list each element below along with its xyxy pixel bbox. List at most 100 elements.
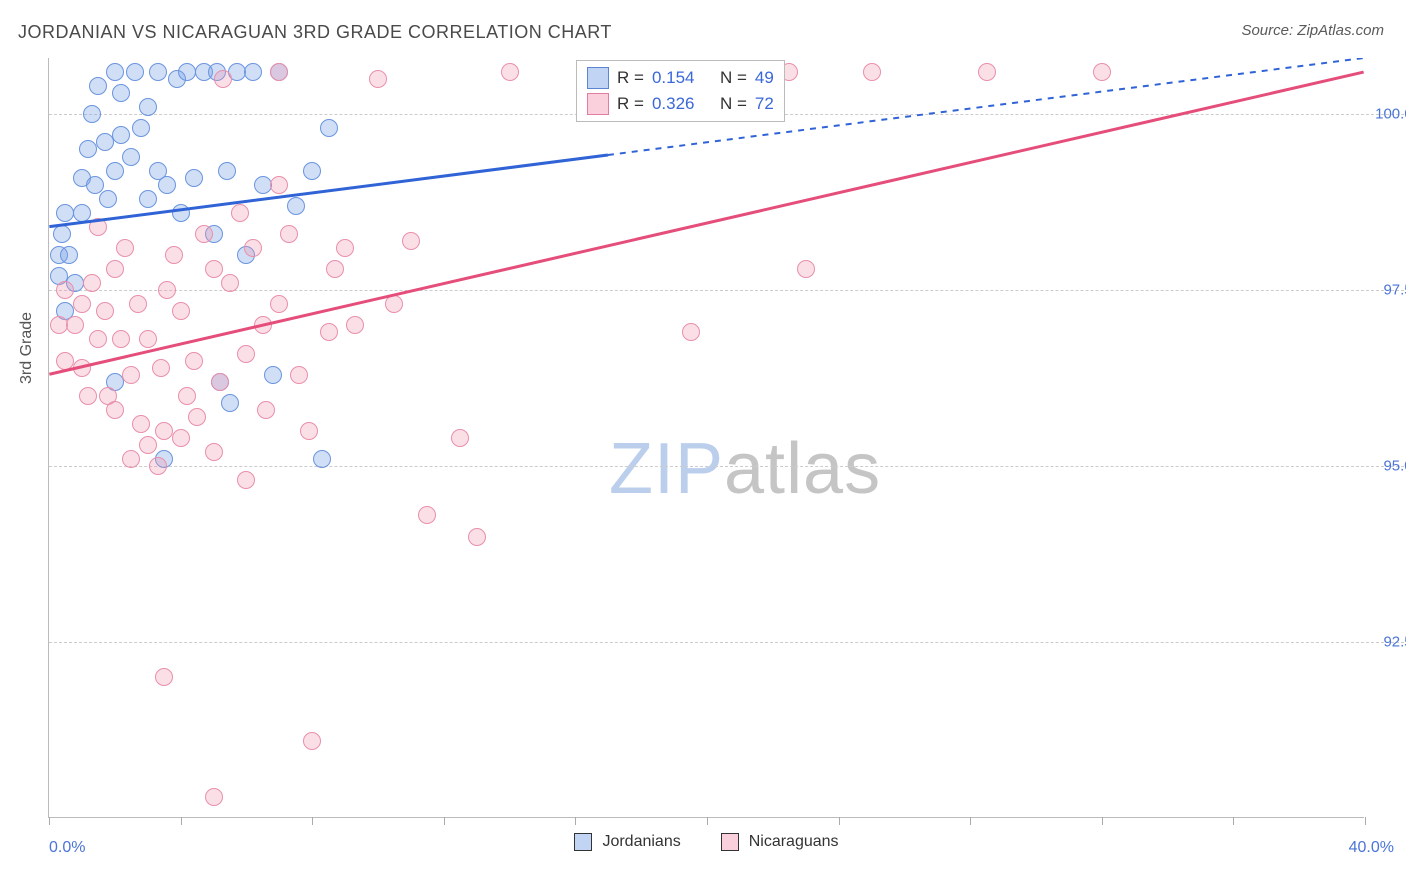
scatter-point: [149, 63, 167, 81]
legend-label: Jordanians: [602, 833, 680, 851]
scatter-point: [73, 359, 91, 377]
r-value: 0.154: [652, 68, 695, 88]
scatter-point: [116, 239, 134, 257]
scatter-point: [66, 316, 84, 334]
scatter-point: [863, 63, 881, 81]
scatter-point: [73, 204, 91, 222]
scatter-point: [96, 302, 114, 320]
x-tick: [312, 817, 313, 825]
scatter-point: [270, 176, 288, 194]
scatter-point: [218, 162, 236, 180]
y-tick-label: 95.0%: [1383, 458, 1406, 475]
scatter-point: [257, 401, 275, 419]
stats-legend-row: R =0.326 N =72: [587, 91, 774, 117]
scatter-point: [205, 788, 223, 806]
n-label: N =: [720, 94, 747, 114]
scatter-point: [152, 359, 170, 377]
scatter-point: [106, 260, 124, 278]
scatter-point: [56, 281, 74, 299]
scatter-point: [346, 316, 364, 334]
watermark: ZIPatlas: [609, 428, 881, 510]
legend-label: Nicaraguans: [749, 833, 839, 851]
scatter-point: [89, 330, 107, 348]
x-tick: [839, 817, 840, 825]
scatter-point: [139, 330, 157, 348]
scatter-point: [418, 506, 436, 524]
scatter-point: [501, 63, 519, 81]
scatter-point: [106, 63, 124, 81]
scatter-point: [468, 528, 486, 546]
r-label: R =: [617, 68, 644, 88]
watermark-part2: atlas: [724, 429, 881, 509]
scatter-point: [56, 204, 74, 222]
scatter-point: [231, 204, 249, 222]
y-tick-label: 97.5%: [1383, 282, 1406, 299]
r-value: 0.326: [652, 94, 695, 114]
scatter-point: [139, 190, 157, 208]
y-tick-label: 92.5%: [1383, 634, 1406, 651]
scatter-point: [79, 140, 97, 158]
scatter-point: [106, 162, 124, 180]
scatter-point: [129, 295, 147, 313]
scatter-point: [178, 63, 196, 81]
scatter-point: [99, 190, 117, 208]
x-tick: [49, 817, 50, 825]
scatter-point: [188, 408, 206, 426]
scatter-point: [244, 239, 262, 257]
scatter-point: [73, 295, 91, 313]
x-tick: [707, 817, 708, 825]
scatter-point: [270, 63, 288, 81]
gridline: [49, 290, 1404, 291]
scatter-point: [132, 415, 150, 433]
gridline: [49, 642, 1404, 643]
stats-legend-row: R = 0.154 N = 49: [587, 65, 774, 91]
scatter-point: [112, 126, 130, 144]
source-label: Source: ZipAtlas.com: [1241, 22, 1384, 39]
scatter-point: [172, 302, 190, 320]
scatter-point: [313, 450, 331, 468]
x-tick: [575, 817, 576, 825]
trend-lines: [49, 58, 1364, 817]
scatter-point: [155, 422, 173, 440]
scatter-point: [96, 133, 114, 151]
scatter-point: [172, 204, 190, 222]
scatter-point: [56, 352, 74, 370]
scatter-point: [385, 295, 403, 313]
legend-swatch: [574, 833, 592, 851]
scatter-point: [978, 63, 996, 81]
x-tick: [1365, 817, 1366, 825]
scatter-point: [139, 436, 157, 454]
watermark-part1: ZIP: [609, 429, 724, 509]
scatter-point: [797, 260, 815, 278]
scatter-point: [155, 668, 173, 686]
scatter-point: [89, 77, 107, 95]
scatter-point: [336, 239, 354, 257]
scatter-point: [402, 232, 420, 250]
scatter-point: [50, 316, 68, 334]
scatter-point: [214, 70, 232, 88]
series-legend: Jordanians Nicaraguans: [49, 833, 1364, 851]
scatter-point: [280, 225, 298, 243]
scatter-point: [158, 281, 176, 299]
scatter-point: [112, 330, 130, 348]
scatter-point: [320, 323, 338, 341]
scatter-point: [300, 422, 318, 440]
n-value: 72: [755, 94, 774, 114]
scatter-point: [83, 274, 101, 292]
series-legend-item: Jordanians: [574, 833, 680, 851]
scatter-point: [122, 148, 140, 166]
scatter-point: [79, 387, 97, 405]
n-value: 49: [755, 68, 774, 88]
scatter-point: [326, 260, 344, 278]
x-tick: [970, 817, 971, 825]
scatter-point: [122, 450, 140, 468]
chart-title: JORDANIAN VS NICARAGUAN 3RD GRADE CORREL…: [18, 22, 612, 43]
scatter-point: [106, 401, 124, 419]
scatter-point: [369, 70, 387, 88]
scatter-point: [53, 225, 71, 243]
scatter-point: [290, 366, 308, 384]
n-label: N =: [720, 68, 747, 88]
legend-swatch: [587, 93, 609, 115]
legend-swatch: [587, 67, 609, 89]
scatter-point: [126, 63, 144, 81]
